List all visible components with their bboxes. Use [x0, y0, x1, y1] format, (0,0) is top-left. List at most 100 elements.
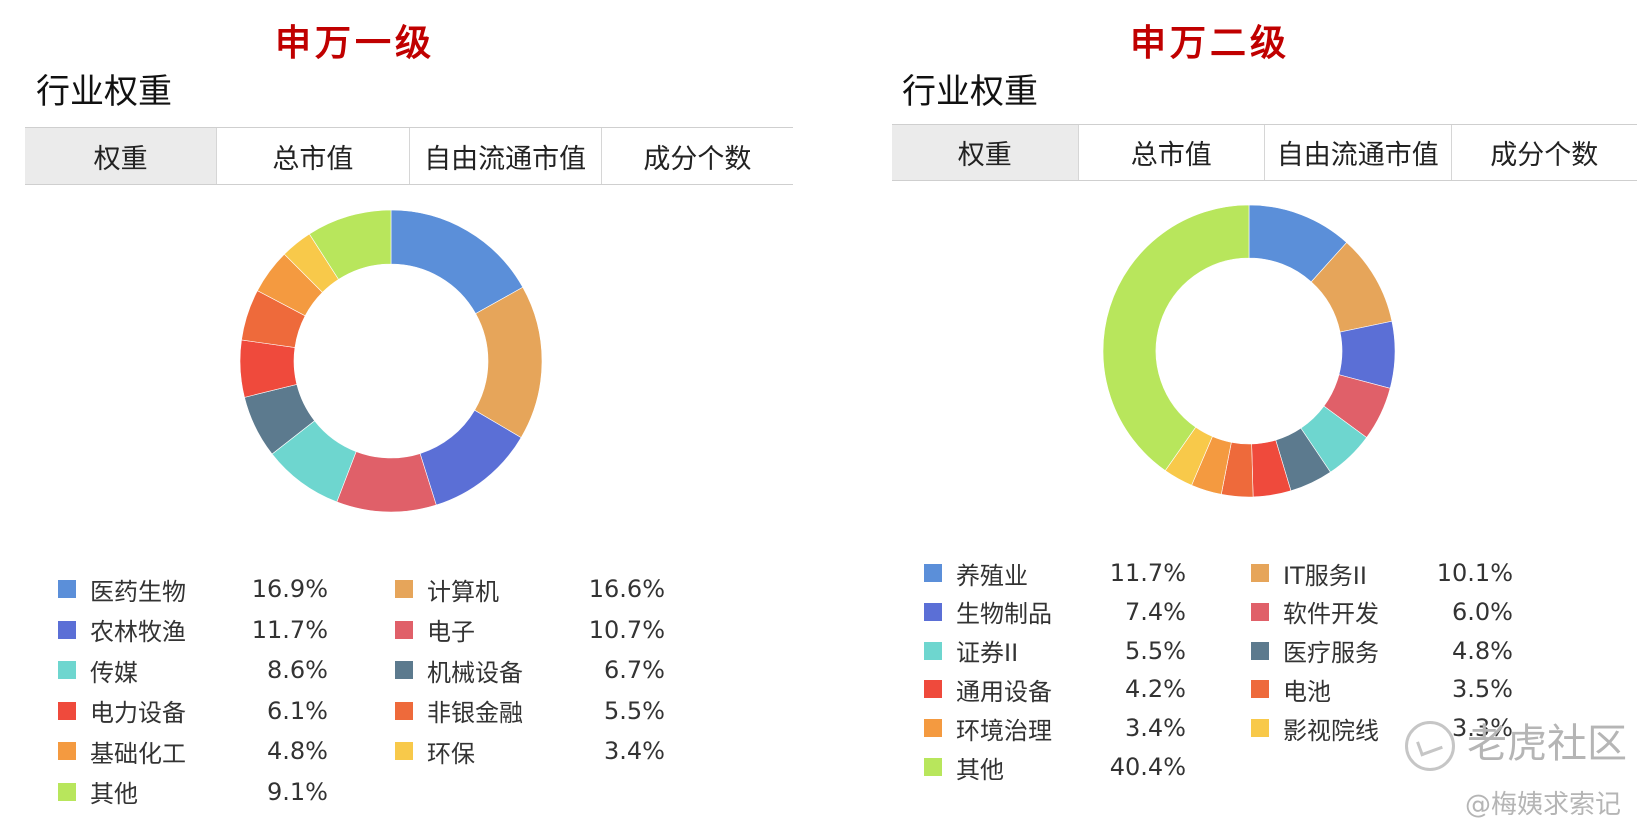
legend-item[interactable]: 医疗服务 4.8% [1251, 636, 1513, 668]
legend-swatch [924, 564, 942, 582]
legend-item[interactable]: 环保 3.4% [395, 736, 665, 768]
legend-label: 证券II [956, 639, 1019, 668]
donut-chart [239, 209, 543, 513]
tab-weight[interactable]: 权重 [892, 125, 1079, 180]
legend-item[interactable]: 非银金融 5.5% [395, 696, 665, 727]
legend-swatch [1251, 564, 1269, 582]
legend-value: 3.4% [604, 737, 665, 765]
legend-swatch [58, 580, 76, 598]
legend-item[interactable]: IT服务II 10.1% [1251, 558, 1513, 590]
legend-item[interactable]: 农林牧渔 11.7% [58, 615, 328, 646]
donut-slice[interactable] [308, 209, 392, 280]
legend-label: IT服务II [1283, 561, 1367, 590]
legend-value: 6.1% [267, 696, 328, 725]
legend-label: 基础化工 [90, 739, 186, 768]
legend-value: 4.8% [267, 737, 328, 765]
legend-label: 医疗服务 [1283, 639, 1379, 668]
tab-free-float-market-cap[interactable]: 自由流通市值 [410, 128, 602, 184]
legend-item[interactable]: 电子 10.7% [395, 615, 665, 646]
legend-value: 5.5% [604, 696, 665, 725]
legend-label: 环保 [427, 739, 475, 768]
tab-constituent-count[interactable]: 成分个数 [1490, 140, 1599, 171]
legend-label: 其他 [90, 780, 138, 808]
tab-total-market-cap[interactable]: 总市值 [217, 128, 410, 184]
legend-value: 4.2% [1125, 675, 1186, 704]
tab-weight[interactable]: 权重 [25, 128, 218, 184]
legend-swatch [58, 701, 76, 720]
legend-swatch [924, 602, 942, 621]
legend-value: 5.5% [1125, 636, 1186, 665]
legend-label: 农林牧渔 [90, 618, 186, 646]
legend-swatch [1251, 719, 1269, 738]
legend-swatch [1251, 602, 1269, 621]
legend-item[interactable]: 其他 9.1% [58, 777, 328, 808]
legend-value: 4.8% [1452, 636, 1513, 665]
legend-item[interactable]: 传媒 8.6% [58, 655, 328, 687]
tab-constituent-count[interactable]: 成分个数 [643, 143, 752, 175]
legend-item[interactable]: 养殖业 11.7% [924, 558, 1186, 590]
panel-heading: 申万一级 [275, 22, 436, 64]
watermark-site: 老虎社区 [1467, 721, 1627, 767]
legend-swatch [924, 641, 942, 660]
legend-item[interactable]: 医药生物 16.9% [58, 574, 328, 606]
legend-value: 11.7% [251, 615, 328, 644]
legend-item[interactable]: 证券II 5.5% [924, 636, 1186, 668]
legend-label: 传媒 [90, 658, 138, 687]
donut-chart [1102, 204, 1396, 498]
legend-swatch [395, 580, 413, 598]
watermark-logo: 老虎社区 [1405, 711, 1627, 771]
donut-slice[interactable] [474, 286, 543, 439]
legend-swatch [924, 719, 942, 738]
metric-tabs: 权重 总市值 自由流通市值 成分个数 [25, 127, 793, 185]
legend-label: 养殖业 [956, 561, 1028, 590]
tab-total-market-cap[interactable]: 总市值 [1079, 125, 1265, 180]
tiger-logo-icon [1405, 721, 1455, 771]
legend-item[interactable]: 电力设备 6.1% [58, 696, 328, 727]
legend-label: 电子 [427, 618, 475, 646]
legend-item[interactable]: 其他 40.4% [924, 752, 1186, 784]
legend-item[interactable]: 电池 3.5% [1251, 674, 1513, 706]
legend-swatch [924, 680, 942, 699]
chart-legend: 医药生物 16.9% 计算机 16.6% 农林牧渔 11.7% 电子 10.7% 传媒 8.6% 机… [58, 574, 758, 829]
donut-slice[interactable] [1102, 204, 1250, 472]
legend-label: 电力设备 [90, 699, 186, 727]
legend-label: 电池 [1283, 677, 1331, 706]
chart-legend: 养殖业 11.7% IT服务II 10.1% 生物制品 7.4% 软件开发 6.0% 证券II 5… [924, 558, 1624, 798]
legend-value: 7.4% [1125, 597, 1186, 626]
legend-swatch [924, 758, 942, 776]
legend-value: 3.5% [1452, 675, 1513, 704]
legend-item[interactable]: 影视院线 3.3% [1251, 713, 1513, 745]
legend-item[interactable]: 计算机 16.6% [395, 574, 665, 606]
legend-swatch [58, 742, 76, 760]
legend-swatch [58, 782, 76, 801]
legend-label: 通用设备 [956, 677, 1052, 706]
legend-item[interactable]: 软件开发 6.0% [1251, 597, 1513, 629]
tab-free-float-market-cap[interactable]: 自由流通市值 [1265, 125, 1452, 180]
legend-value: 8.6% [267, 656, 328, 684]
legend-item[interactable]: 机械设备 6.7% [395, 655, 665, 687]
legend-swatch [395, 661, 413, 679]
panel-sw-level2: 申万二级 行业权重 权重 总市值 自由流通市值 成分个数 养殖业 11.7% IT服… [868, 0, 1643, 835]
metric-tabs: 权重 总市值 自由流通市值 成分个数 [892, 124, 1637, 181]
legend-value: 6.0% [1452, 597, 1513, 626]
legend-label: 医药生物 [90, 577, 186, 606]
legend-value: 6.7% [604, 656, 665, 684]
legend-swatch [58, 661, 76, 679]
legend-label: 环境治理 [956, 716, 1052, 745]
legend-swatch [395, 742, 413, 760]
legend-value: 16.6% [588, 575, 665, 603]
panel-heading: 申万二级 [1130, 22, 1291, 64]
legend-item[interactable]: 生物制品 7.4% [924, 597, 1186, 629]
legend-label: 影视院线 [1283, 716, 1379, 745]
legend-swatch [395, 701, 413, 720]
legend-label: 其他 [956, 755, 1004, 784]
legend-label: 计算机 [427, 577, 499, 606]
legend-swatch [1251, 641, 1269, 660]
legend-label: 生物制品 [956, 600, 1052, 629]
legend-label: 软件开发 [1283, 600, 1379, 629]
legend-item[interactable]: 通用设备 4.2% [924, 674, 1186, 706]
legend-item[interactable]: 环境治理 3.4% [924, 713, 1186, 745]
legend-item[interactable]: 基础化工 4.8% [58, 736, 328, 768]
legend-swatch [58, 620, 76, 639]
panel-sw-level1: 申万一级 行业权重 权重 总市值 自由流通市值 成分个数 医药生物 16.9% 计算… [0, 0, 820, 835]
